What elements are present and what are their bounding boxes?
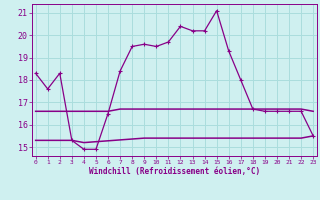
X-axis label: Windchill (Refroidissement éolien,°C): Windchill (Refroidissement éolien,°C)	[89, 167, 260, 176]
